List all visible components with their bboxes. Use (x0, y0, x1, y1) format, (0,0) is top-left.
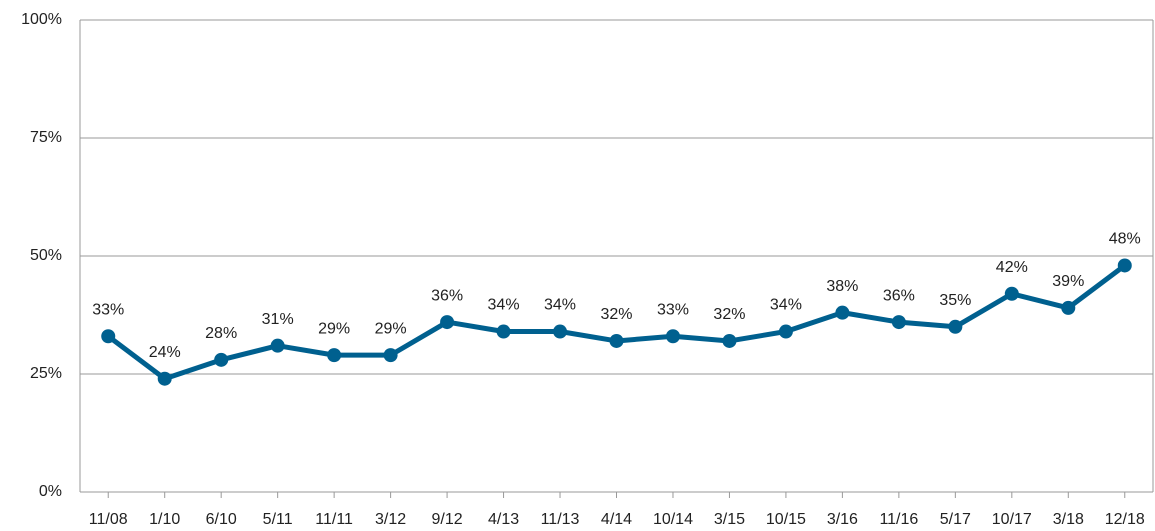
x-tick-label: 3/18 (1053, 511, 1084, 528)
y-tick-label: 0% (39, 483, 62, 500)
point (214, 352, 229, 367)
data-label: 38% (826, 278, 858, 295)
point (553, 324, 568, 339)
y-tick-label: 25% (30, 365, 62, 382)
x-tick-label: 10/14 (653, 511, 693, 528)
point (609, 333, 624, 348)
data-label: 31% (262, 311, 294, 328)
point (270, 338, 285, 353)
x-tick-label: 10/17 (992, 511, 1032, 528)
data-label: 42% (996, 259, 1028, 276)
x-tick-label: 5/11 (263, 511, 293, 528)
x-tick-label: 12/18 (1105, 511, 1145, 528)
data-label: 29% (318, 320, 350, 337)
x-tick-label: 11/13 (541, 511, 580, 528)
x-tick-label: 4/14 (601, 511, 632, 528)
x-tick-label: 5/17 (940, 511, 971, 528)
data-label: 32% (600, 306, 632, 323)
point (383, 348, 398, 363)
point (835, 305, 850, 320)
x-tick-label: 11/08 (89, 511, 128, 528)
data-label: 39% (1052, 273, 1084, 290)
x-tick-label: 4/13 (488, 511, 519, 528)
point (327, 348, 342, 363)
x-tick-label: 11/11 (315, 511, 353, 528)
point (1004, 286, 1019, 301)
data-label: 34% (770, 297, 802, 314)
data-label: 36% (883, 287, 915, 304)
data-label: 24% (149, 344, 181, 361)
x-tick-label: 3/15 (714, 511, 745, 528)
point (157, 371, 172, 386)
x-tick-label: 11/16 (879, 511, 918, 528)
point (1061, 300, 1076, 315)
data-label: 34% (544, 297, 576, 314)
y-tick-label: 75% (30, 129, 62, 146)
x-tick-label: 3/12 (375, 511, 406, 528)
x-tick-label: 10/15 (766, 511, 806, 528)
data-label: 28% (205, 325, 237, 342)
point (1117, 258, 1132, 273)
data-label: 36% (431, 287, 463, 304)
data-label: 48% (1109, 231, 1141, 248)
data-label: 35% (939, 292, 971, 309)
data-label: 34% (488, 297, 520, 314)
point (948, 319, 963, 334)
y-tick-label: 100% (21, 11, 62, 28)
point (778, 324, 793, 339)
point (496, 324, 511, 339)
data-label: 32% (713, 306, 745, 323)
point (665, 329, 680, 344)
y-tick-label: 50% (30, 247, 62, 264)
data-label: 33% (92, 301, 124, 318)
point (440, 315, 455, 330)
x-tick-label: 6/10 (206, 511, 237, 528)
data-label: 33% (657, 301, 689, 318)
point (891, 315, 906, 330)
x-tick-label: 1/10 (149, 511, 180, 528)
data-label: 29% (375, 320, 407, 337)
point (722, 333, 737, 348)
x-tick-label: 9/12 (432, 511, 463, 528)
point (101, 329, 116, 344)
x-tick-label: 3/16 (827, 511, 858, 528)
